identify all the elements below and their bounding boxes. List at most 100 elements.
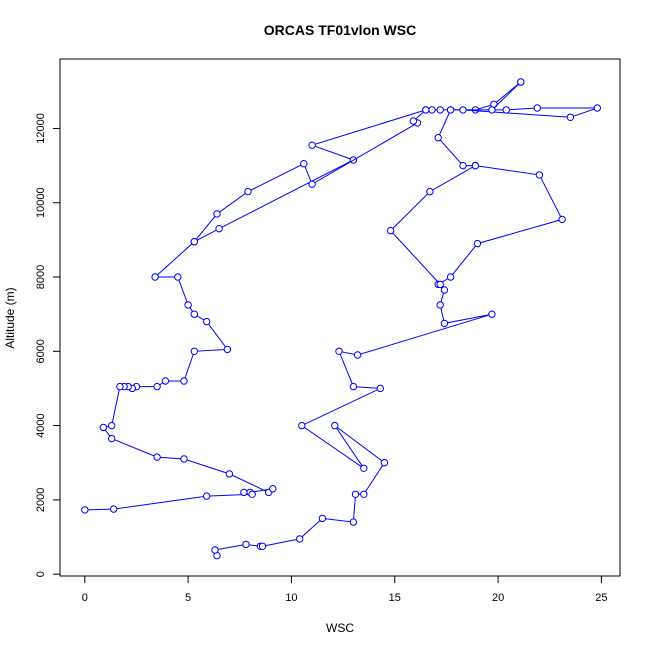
data-point — [190, 310, 199, 318]
data-point — [409, 117, 418, 125]
series-line — [389, 165, 476, 285]
y-tick-label: 6000 — [35, 339, 47, 363]
data-point — [517, 78, 525, 86]
data-point — [459, 161, 467, 170]
data-point — [223, 345, 232, 354]
data-point — [459, 106, 467, 114]
data-point — [386, 226, 395, 235]
data-point — [473, 239, 482, 248]
series-line — [214, 81, 598, 556]
data-point — [151, 273, 159, 281]
data-point — [351, 490, 360, 498]
y-axis: 0 2000 4000 6000 8000 10000 12000 — [35, 113, 61, 577]
y-tick-label: 2000 — [35, 488, 47, 512]
data-point — [203, 492, 211, 500]
data-point — [308, 141, 316, 149]
data-point — [436, 301, 444, 309]
data-point — [242, 540, 250, 549]
data-point — [269, 485, 277, 493]
data-point — [213, 210, 221, 218]
data-point — [215, 225, 223, 233]
data-point — [203, 317, 211, 326]
data-point — [184, 301, 192, 309]
x-tick-label: 5 — [185, 592, 191, 604]
series-2 — [211, 78, 601, 560]
data-point — [533, 104, 541, 112]
data-point — [558, 215, 566, 224]
y-tick-label: 12000 — [35, 113, 47, 144]
data-point — [376, 384, 384, 393]
data-point — [353, 351, 362, 359]
data-point — [349, 518, 358, 526]
data-point — [308, 180, 316, 188]
y-axis-label: Altitude (m) — [3, 287, 17, 348]
data-point — [566, 113, 575, 122]
series-3 — [386, 161, 480, 289]
data-point — [211, 546, 219, 554]
data-point — [298, 421, 306, 430]
x-tick-label: 0 — [82, 592, 88, 604]
data-point — [436, 280, 444, 289]
data-point — [225, 470, 234, 478]
chart-title: ORCAS TF01vlon WSC — [264, 22, 416, 38]
data-point — [153, 453, 161, 461]
x-tick-label: 20 — [492, 592, 504, 604]
x-tick-label: 25 — [595, 592, 607, 604]
y-tick-label: 10000 — [35, 187, 47, 218]
data-point — [174, 273, 182, 281]
data-point — [428, 106, 436, 114]
data-point — [258, 542, 267, 550]
data-point — [535, 171, 544, 179]
data-point — [81, 506, 89, 514]
data-point — [335, 347, 343, 355]
data-point — [116, 382, 124, 391]
x-axis: 0 5 10 15 20 25 — [80, 575, 608, 604]
data-point — [296, 535, 304, 543]
data-point — [180, 377, 188, 385]
series-line — [193, 122, 418, 243]
data-point — [318, 514, 327, 523]
x-axis-label: WSC — [326, 621, 354, 635]
data-point — [422, 106, 430, 114]
data-point — [488, 106, 496, 114]
data-point — [108, 434, 116, 443]
data-point — [244, 187, 252, 196]
data-point — [153, 382, 161, 391]
data-point — [180, 455, 188, 463]
series-4 — [190, 119, 422, 246]
data-point — [446, 106, 455, 114]
data-point — [440, 319, 449, 328]
data-point — [426, 187, 434, 196]
data-point — [99, 423, 108, 432]
series-layer — [81, 78, 601, 560]
data-point — [436, 106, 444, 114]
series-5 — [409, 106, 430, 125]
data-point — [434, 134, 442, 142]
y-tick-label: 0 — [35, 571, 47, 577]
data-point — [360, 490, 368, 498]
data-point — [108, 421, 116, 430]
data-point — [248, 490, 256, 498]
y-tick-label: 8000 — [35, 265, 47, 289]
data-point — [471, 161, 480, 170]
y-tick-label: 4000 — [35, 413, 47, 437]
data-point — [240, 488, 248, 497]
data-point — [502, 106, 510, 114]
data-point — [331, 421, 339, 430]
x-tick-label: 10 — [285, 592, 297, 604]
data-point — [440, 286, 449, 294]
data-point — [360, 464, 368, 472]
data-point — [593, 104, 601, 112]
data-point — [110, 505, 118, 513]
data-point — [488, 310, 496, 318]
data-point — [161, 377, 170, 385]
series-1 — [81, 78, 525, 514]
data-point — [349, 382, 358, 391]
data-point — [190, 347, 199, 355]
x-tick-label: 15 — [389, 592, 401, 604]
data-point — [300, 160, 308, 168]
data-point — [446, 273, 455, 281]
data-point — [190, 238, 199, 246]
